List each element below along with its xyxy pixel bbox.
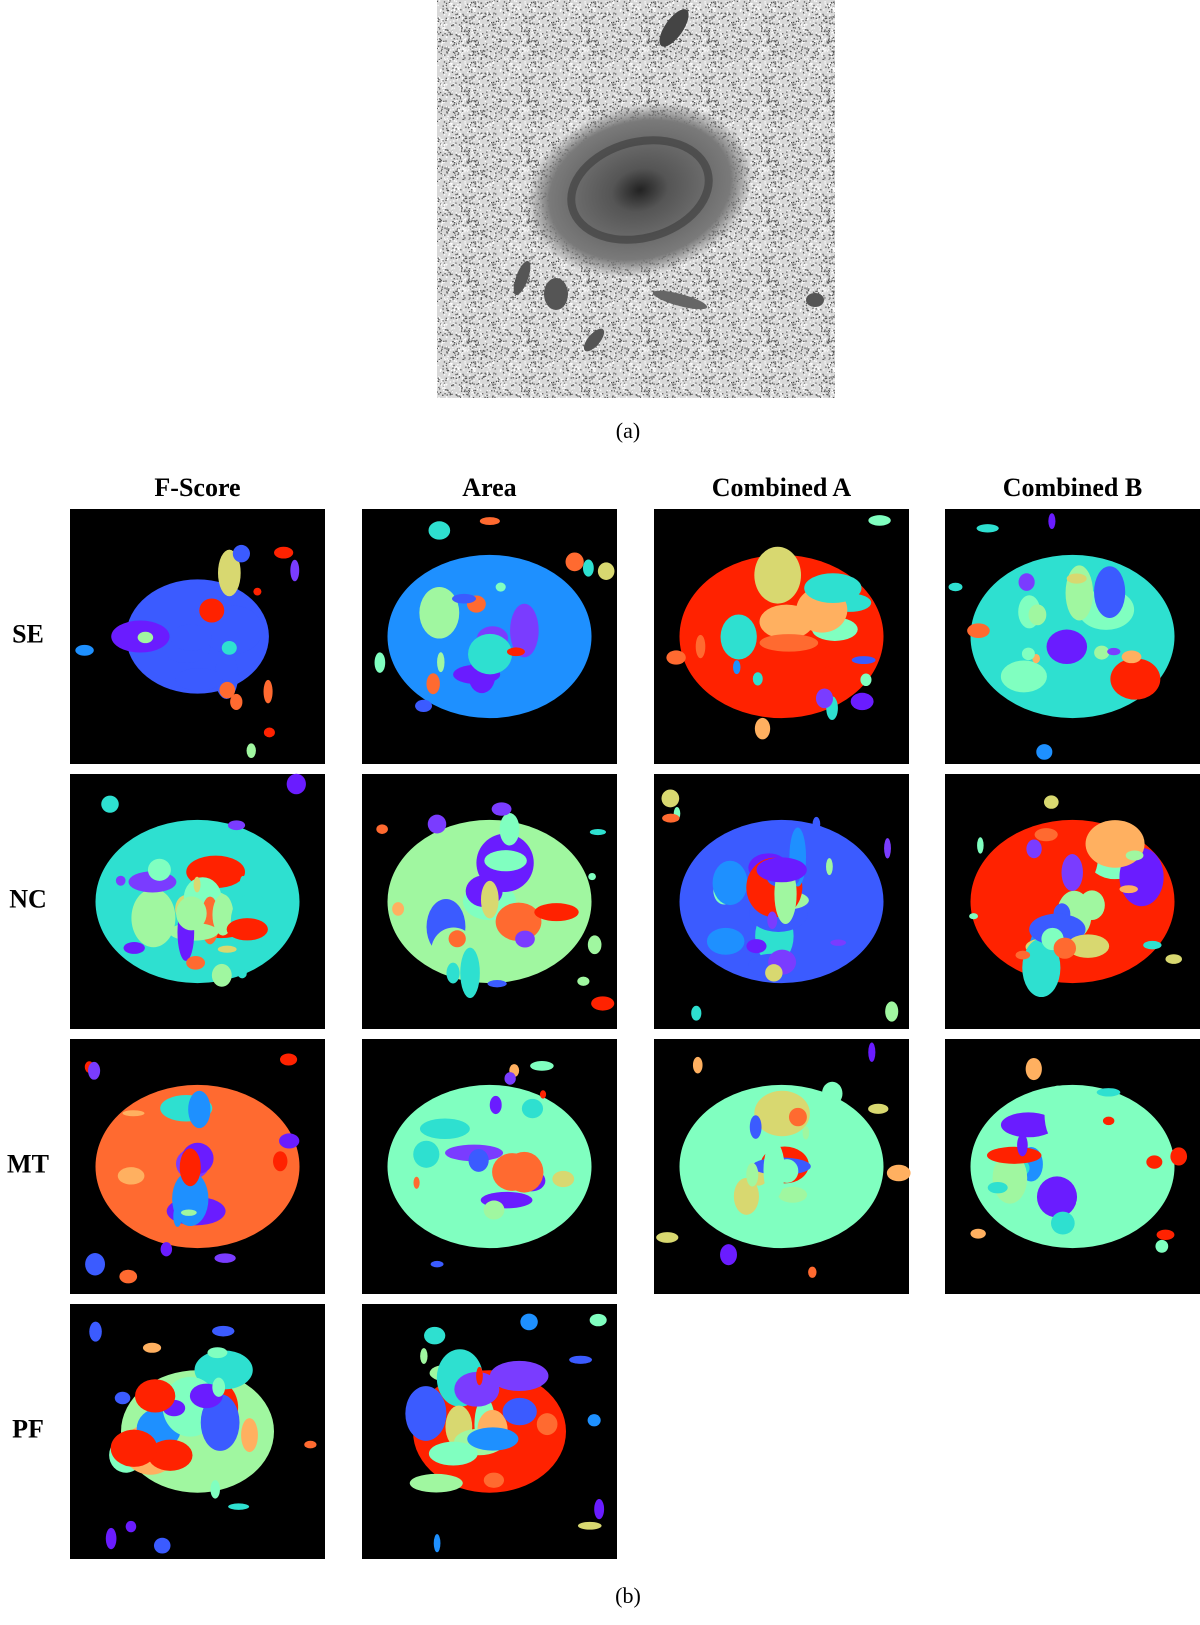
galaxy-image <box>437 0 835 398</box>
row-label: SE <box>12 619 44 648</box>
segmentation-panel <box>362 774 617 1029</box>
segmentation-panel <box>945 1039 1200 1294</box>
row-label: PF <box>12 1414 44 1443</box>
segmentation-panel <box>362 1304 617 1559</box>
caption-a: (a) <box>616 418 640 443</box>
segmentation-panel <box>945 509 1200 764</box>
segmentation-panel <box>70 773 325 1029</box>
segmentation-panel <box>70 1304 325 1559</box>
segmentation-panel <box>70 509 325 764</box>
column-header: Combined A <box>712 473 852 502</box>
column-header: F-Score <box>154 473 240 502</box>
column-header: Area <box>462 473 516 502</box>
caption-b: (b) <box>615 1583 641 1608</box>
segmentation-panel <box>654 1039 911 1294</box>
segmentation-panel <box>945 774 1200 1029</box>
segmentation-panel <box>70 1039 325 1294</box>
segmentation-panel <box>362 1039 617 1294</box>
segmentation-panel <box>654 509 909 764</box>
row-label: NC <box>9 884 47 913</box>
row-label: MT <box>7 1149 49 1178</box>
column-header: Combined B <box>1003 473 1142 502</box>
segmentation-panel <box>362 509 617 764</box>
segmentation-panel <box>654 774 909 1029</box>
